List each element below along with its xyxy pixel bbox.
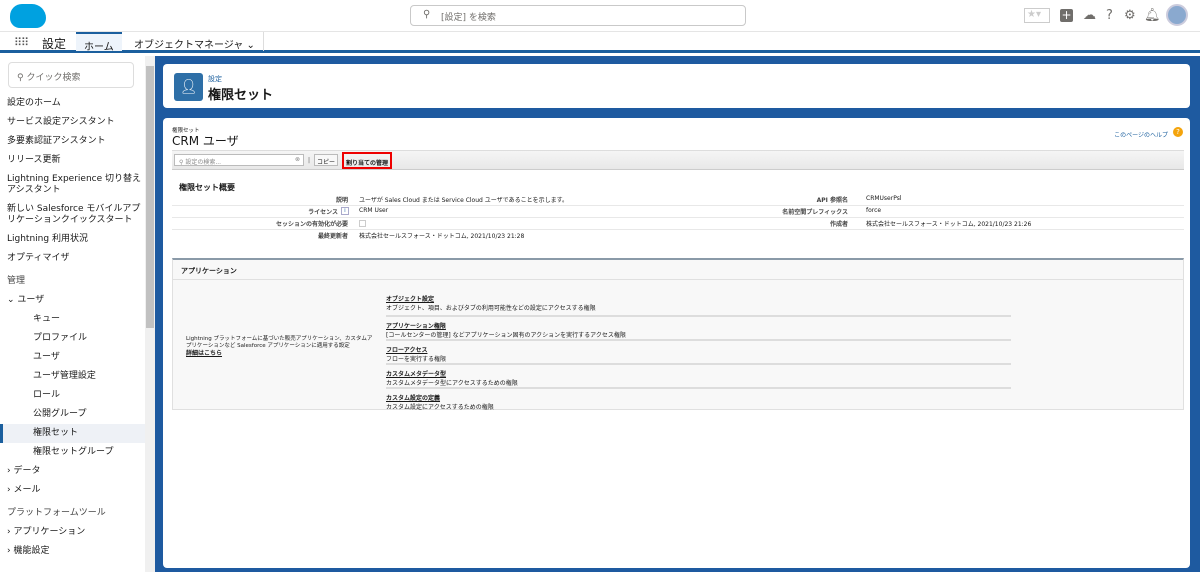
tab-object-manager[interactable]: オブジェクトマネージャ ⌄ [126,32,264,51]
sidebar-item[interactable]: ロール [33,390,61,400]
sidebar-group-data[interactable]: › データ [7,466,41,476]
sidebar-section-platform: プラットフォームツール [7,508,106,518]
field-value: CRM User [359,207,389,214]
section-title: 権限セット概要 [179,183,235,192]
sidebar-item[interactable]: Lightning 利用状況 [7,234,88,244]
sidebar-group-users[interactable]: ⌄ ユーザ [7,295,45,305]
app-nav-bar: ⠿⠿ 設定 ホーム オブジェクトマネージャ ⌄ [0,32,1200,53]
link-description: [コールセンターの管理] などアプリケーション固有のアクションを実行するアクセス… [386,332,626,339]
sidebar-item[interactable]: オプティマイザ [7,253,70,263]
sidebar-group-apps[interactable]: › アプリケーション [7,527,86,537]
favorites-star-icon[interactable]: ★▾ [1024,8,1050,23]
field-value: force [866,207,882,214]
field-label: セッションの有効化が必要 [275,221,348,228]
sidebar-item[interactable]: 公開グループ [33,409,87,419]
link-description: カスタム設定にアクセスするための権限 [386,404,494,411]
field-value: 株式会社セールスフォース・ドットコム, 2021/10/23 21:26 [866,221,1032,228]
permission-set-icon: 👤︎ [174,73,203,101]
learn-more-link[interactable]: 詳細はこちら [186,350,223,357]
custom-metadata-types-link[interactable]: カスタムメタデータ型 [386,371,447,378]
sidebar-item[interactable]: 権限セットグループ [33,447,114,457]
manage-assignments-button[interactable]: 割り当ての管理 [342,151,393,169]
toolbar: ⚲ 設定の検索... ⊗ | コピー 割り当ての管理 [172,150,1184,170]
avatar[interactable] [1166,4,1188,26]
add-icon[interactable]: + [1060,8,1073,22]
link-description: フローを実行する権限 [386,356,447,363]
global-header: ⚲ [設定] を検索 ★▾ + ☁ ? ⚙ 🔔︎ [0,0,1200,32]
field-label: 名前空間プレフィックス [782,209,848,216]
settings-search-input[interactable]: ⚲ 設定の検索... ⊗ [174,154,304,166]
sidebar-item[interactable]: 新しい Salesforce モバイルアプリケーションクイックスタート [7,204,141,225]
chevron-down-icon: ⌄ [246,40,255,51]
session-activation-checkbox [359,220,366,227]
setup-sidebar: ⚲ クイック検索 設定のホーム サービス設定アシスタント 多要素認証アシスタント… [0,56,145,572]
search-icon: ⚲ [423,9,431,20]
sidebar-item[interactable]: キュー [33,314,61,324]
global-search-input[interactable]: ⚲ [設定] を検索 [410,5,746,26]
sidebar-item-permission-sets[interactable]: 権限セット [0,424,145,443]
field-value: 株式会社セールスフォース・ドットコム, 2021/10/23 21:28 [359,233,525,240]
sidebar-group-mail[interactable]: › メール [7,485,41,495]
copy-button[interactable]: コピー [314,154,339,166]
object-type-label: 権限セット [172,128,200,134]
clear-icon[interactable]: ⊗ [294,156,300,163]
field-label: 最終更新者 [317,233,348,240]
scrollbar-thumb[interactable] [146,66,154,328]
help-icon[interactable]: ? [1106,8,1113,23]
quick-find-input[interactable]: ⚲ クイック検索 [8,62,134,88]
bell-icon[interactable]: 🔔︎ [1144,8,1161,23]
link-description: カスタムメタデータ型にアクセスするための権限 [386,380,518,387]
field-label: ライセンス [308,209,338,216]
link-description: オブジェクト、項目、およびタブの利用可能性などの設定にアクセスする権限 [386,305,596,312]
sidebar-section-admin: 管理 [7,276,26,286]
search-icon: ⚲ [17,73,24,83]
trailhead-icon[interactable]: ☁ [1083,8,1096,23]
page-title: 権限セット [208,88,274,103]
sidebar-item[interactable]: 設定のホーム [7,98,61,108]
tab-home[interactable]: ホーム [76,32,122,53]
sidebar-item[interactable]: リリース更新 [7,155,61,165]
sidebar-item[interactable]: ユーザ管理設定 [33,371,96,381]
field-value: ユーザが Sales Cloud または Service Cloud ユーザであ… [359,197,568,204]
sidebar-item[interactable]: ユーザ [33,352,60,362]
sidebar-item[interactable]: 多要素認証アシスタント [7,136,106,146]
page-header: 👤︎ 設定 権限セット [163,64,1190,108]
sidebar-group-features[interactable]: › 機能設定 [7,546,50,556]
apps-description: Lightning プラットフォームに基づいた販売アプリケーション、カスタムアプ… [186,336,373,357]
help-icon[interactable]: ? [1173,127,1183,137]
field-value: CRMUserPsl [866,195,902,202]
breadcrumb[interactable]: 設定 [208,75,222,83]
info-icon[interactable]: i [341,207,349,215]
app-name: 設定 [42,37,67,51]
sidebar-item[interactable]: サービス設定アシスタント [7,117,115,127]
detail-card: 権限セット CRM ユーザ このページのヘルプ ? ⚲ 設定の検索... ⊗ | … [163,118,1190,568]
object-settings-link[interactable]: オブジェクト設定 [386,296,435,303]
sidebar-item[interactable]: Lightning Experience 切り替えアシスタント [7,174,141,195]
field-label: API 参照名 [816,197,848,204]
app-permissions-link[interactable]: アプリケーション権限 [386,323,446,330]
field-label: 作成者 [829,221,848,228]
field-label: 説明 [335,197,348,204]
apps-section-title: アプリケーション [173,260,1183,280]
record-name: CRM ユーザ [172,134,239,148]
divider: | [308,156,311,164]
flow-access-link[interactable]: フローアクセス [386,347,428,354]
help-link[interactable]: このページのヘルプ [1114,132,1168,139]
app-launcher-icon[interactable]: ⠿⠿ [14,36,29,49]
salesforce-logo[interactable] [10,4,46,28]
gear-icon[interactable]: ⚙ [1124,8,1136,23]
custom-settings-link[interactable]: カスタム設定の定義 [386,395,441,402]
sidebar-item[interactable]: プロファイル [33,333,88,343]
app-links-list: オブジェクト設定オブジェクト、項目、およびタブの利用可能性などの設定にアクセスす… [386,293,1011,413]
apps-section: アプリケーション Lightning プラットフォームに基づいた販売アプリケーシ… [172,258,1184,413]
